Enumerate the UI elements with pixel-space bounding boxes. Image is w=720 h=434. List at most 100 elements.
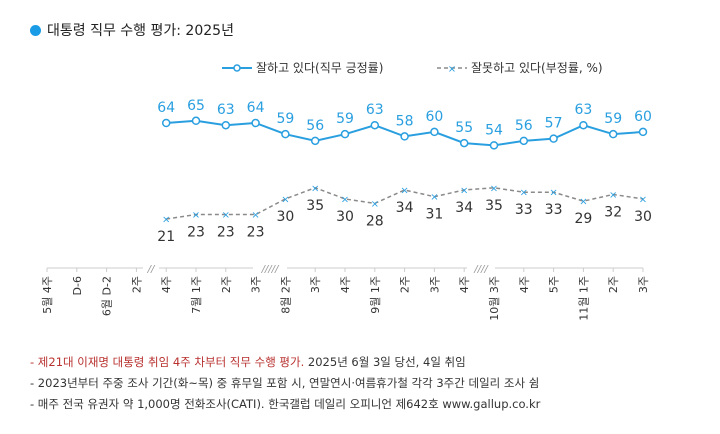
negative-data-label: 23 <box>217 225 235 241</box>
positive-point <box>161 118 171 128</box>
negative-data-label: 33 <box>515 202 533 218</box>
negative-point: × <box>549 188 557 199</box>
positive-point <box>579 120 588 130</box>
x-tick-label: 8월 2주 <box>279 276 292 314</box>
negative-point: × <box>400 185 408 196</box>
negative-data-label: 34 <box>455 200 473 216</box>
footnotes: - 제21대 이재명 대통령 취임 4주 차부터 직무 수행 평가. 2025년… <box>30 352 540 415</box>
negative-data-label: 33 <box>545 202 563 218</box>
positive-data-label: 63 <box>366 102 384 118</box>
chart-title-text: 대통령 직무 수행 평가: 2025년 <box>47 23 234 39</box>
footnote-3-text: - 매주 전국 유권자 약 1,000명 전화조사(CATI). 한국갤럽 데일… <box>30 397 541 411</box>
negative-data-label: 32 <box>604 204 622 220</box>
x-tick-label: D-6 <box>71 276 84 295</box>
footnote-1-text: 2025년 6월 3일 당선, 4일 취임 <box>304 355 466 369</box>
positive-point <box>340 129 350 139</box>
footnote-1-highlight: - 제21대 이재명 대통령 취임 4주 차부터 직무 수행 평가. <box>30 355 305 369</box>
x-tick-label: 7월 1주 <box>190 276 203 314</box>
positive-point <box>519 136 529 146</box>
positive-point <box>370 120 380 130</box>
positive-point <box>400 132 409 141</box>
positive-point <box>310 136 320 146</box>
positive-point <box>281 129 290 139</box>
negative-point: × <box>371 199 379 210</box>
negative-point: × <box>192 210 200 221</box>
positive-data-label: 64 <box>247 100 265 116</box>
x-tick-label: 4주 <box>518 276 531 293</box>
positive-data-label: 60 <box>634 109 652 125</box>
x-tick-label: 4주 <box>339 276 352 293</box>
positive-data-label: 60 <box>425 109 443 125</box>
x-tick-label: 3주 <box>428 276 441 293</box>
negative-point: × <box>251 210 259 221</box>
negative-point: × <box>490 183 498 194</box>
positive-data-label: 54 <box>485 122 503 138</box>
x-tick-label: 2주 <box>607 276 620 293</box>
positive-data-label: 57 <box>545 116 563 132</box>
negative-data-label: 35 <box>306 198 324 214</box>
x-tick-label: 9월 1주 <box>369 276 382 314</box>
positive-data-label: 64 <box>157 100 175 116</box>
negative-data-label: 23 <box>187 225 205 241</box>
positive-point <box>459 138 469 148</box>
legend-negative-marker: × <box>448 64 456 75</box>
negative-data-label: 35 <box>485 198 503 214</box>
positive-point <box>549 134 558 143</box>
positive-data-label: 56 <box>515 118 533 134</box>
positive-data-label: 58 <box>396 113 414 129</box>
positive-data-label: 65 <box>187 98 205 114</box>
positive-point <box>430 127 439 137</box>
x-tick-label: 4주 <box>160 276 173 293</box>
negative-series-line <box>166 186 644 220</box>
legend-positive-label: 잘하고 있다(직무 긍정률) <box>256 61 383 75</box>
x-tick-label: 4주 <box>458 276 471 293</box>
title-bullet-icon <box>30 24 41 36</box>
positive-data-label: 56 <box>306 118 324 134</box>
negative-point: × <box>609 190 617 201</box>
negative-point: × <box>460 185 468 196</box>
x-tick-label: 3주 <box>250 276 263 293</box>
positive-data-label: 63 <box>574 102 592 118</box>
negative-data-label: 34 <box>396 200 414 216</box>
x-tick-label: 2주 <box>220 276 233 293</box>
negative-data-label: 31 <box>425 207 443 223</box>
x-tick-label: 2주 <box>130 276 143 293</box>
negative-point: × <box>222 210 230 221</box>
positive-data-label: 55 <box>455 120 473 136</box>
footnote-2: - 2023년부터 주중 조사 기간(화~목) 중 휴무일 포함 시, 연말연시… <box>30 373 540 394</box>
x-tick-label: 10월 3주 <box>488 276 501 321</box>
positive-data-label: 59 <box>276 111 294 127</box>
x-tick-label: 5월 4주 <box>41 276 54 314</box>
axis-break-mark: ///// <box>261 264 280 275</box>
footnote-3: - 매주 전국 유권자 약 1,000명 전화조사(CATI). 한국갤럽 데일… <box>30 394 540 415</box>
negative-point: × <box>520 188 528 199</box>
axis-break-gap <box>253 264 287 272</box>
positive-point <box>251 118 260 128</box>
positive-data-label: 63 <box>217 102 235 118</box>
x-tick-label: 11월 1주 <box>577 276 590 321</box>
negative-data-label: 23 <box>247 225 265 241</box>
negative-point: × <box>430 192 438 203</box>
x-tick-label: 3주 <box>637 276 650 293</box>
footnote-2-text: - 2023년부터 주중 조사 기간(화~목) 중 휴무일 포함 시, 연말연시… <box>30 376 540 390</box>
legend-negative-label: 잘못하고 있다(부정률, %) <box>471 61 603 75</box>
negative-point: × <box>281 194 289 205</box>
positive-data-label: 59 <box>336 111 354 127</box>
negative-data-label: 30 <box>276 209 294 225</box>
negative-data-label: 30 <box>336 209 354 225</box>
x-tick-label: 2주 <box>399 276 412 293</box>
axis-break-gap <box>143 264 159 272</box>
negative-point: × <box>162 215 170 226</box>
x-tick-label: 6월 D-2 <box>101 276 114 316</box>
negative-point: × <box>341 194 349 205</box>
legend-positive-marker <box>233 64 241 72</box>
x-tick-label: 3주 <box>309 276 322 293</box>
chart-title: 대통령 직무 수행 평가: 2025년 <box>30 20 234 40</box>
x-tick-label: 5주 <box>548 276 561 293</box>
negative-point: × <box>311 183 319 194</box>
footnote-1: - 제21대 이재명 대통령 취임 4주 차부터 직무 수행 평가. 2025년… <box>30 352 540 373</box>
axis-break-mark: //// <box>473 264 489 275</box>
positive-point <box>608 129 618 139</box>
